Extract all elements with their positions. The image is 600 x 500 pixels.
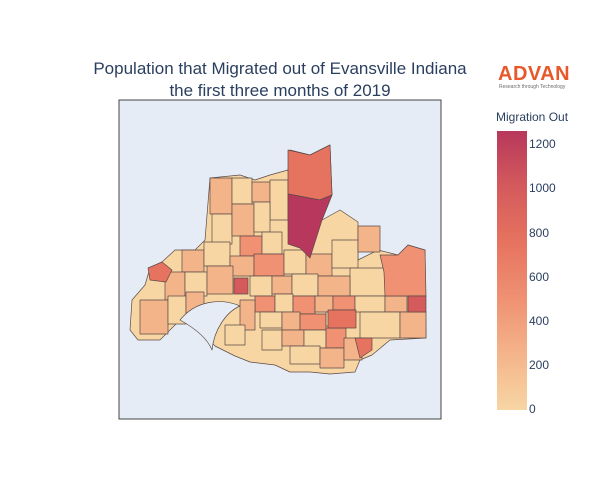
colorbar-tick: 0	[529, 402, 536, 416]
tract[interactable]	[254, 295, 276, 313]
tract[interactable]	[332, 295, 356, 311]
tract[interactable]	[231, 177, 253, 205]
colorbar-tick: 1200	[529, 137, 556, 151]
colorbar-tick: 600	[529, 270, 550, 284]
tract[interactable]	[251, 181, 271, 203]
colorbar-tick: 800	[529, 226, 550, 240]
tract[interactable]	[327, 309, 357, 329]
tract[interactable]	[357, 225, 381, 253]
colorbar-tick: 1000	[529, 181, 556, 195]
tract[interactable]	[281, 311, 301, 331]
tract[interactable]	[407, 295, 427, 313]
tract[interactable]	[229, 255, 255, 277]
tract[interactable]	[359, 311, 401, 339]
tract[interactable]	[274, 293, 294, 313]
tract[interactable]	[233, 277, 249, 295]
tract[interactable]	[291, 273, 319, 297]
logo-brand: ADVAN	[498, 63, 571, 85]
tract[interactable]	[261, 231, 283, 255]
tract[interactable]	[239, 299, 256, 331]
tract[interactable]	[206, 265, 234, 295]
chart-title: Population that Migrated out of Evansvil…	[60, 58, 500, 102]
advan-logo: ADVAN Research through Technology	[498, 64, 570, 90]
colorbar-tick: 400	[529, 314, 550, 328]
tract[interactable]	[283, 249, 307, 275]
tract[interactable]	[317, 275, 351, 297]
tract[interactable]	[292, 295, 316, 315]
tract[interactable]	[181, 249, 205, 273]
tract[interactable]	[139, 299, 169, 335]
tract[interactable]	[314, 295, 334, 313]
census-tracts[interactable]	[129, 144, 427, 375]
tract[interactable]	[261, 329, 283, 351]
tract[interactable]	[203, 241, 231, 267]
tract[interactable]	[349, 267, 387, 297]
tract[interactable]	[354, 295, 386, 313]
tract[interactable]	[384, 295, 408, 313]
tract[interactable]	[211, 213, 233, 245]
tract-southeast[interactable]	[354, 337, 373, 359]
colorbar	[497, 131, 527, 410]
tract[interactable]	[167, 295, 187, 325]
tract[interactable]	[399, 311, 427, 339]
tract[interactable]	[269, 179, 289, 221]
tract[interactable]	[259, 311, 283, 329]
tract[interactable]	[253, 253, 285, 277]
logo-tagline: Research through Technology	[499, 84, 566, 90]
colorbar-title: Migration Out	[496, 110, 569, 124]
tract[interactable]	[319, 347, 345, 369]
tract[interactable]	[249, 275, 273, 297]
tract[interactable]	[209, 177, 233, 215]
tract-east-large[interactable]	[379, 244, 427, 297]
tract[interactable]	[224, 324, 246, 346]
tract[interactable]	[239, 235, 263, 257]
river-bay[interactable]	[179, 301, 241, 351]
tract[interactable]	[184, 271, 208, 297]
tract[interactable]	[303, 329, 327, 349]
colorbar-tick: 200	[529, 358, 550, 372]
tract[interactable]	[325, 327, 347, 349]
tract[interactable]	[253, 201, 271, 233]
tract[interactable]	[299, 313, 327, 331]
tract-north-peak[interactable]	[287, 193, 333, 259]
title-line-2: the first three months of 2019	[169, 81, 391, 100]
tract[interactable]	[271, 275, 293, 295]
tract[interactable]	[281, 329, 305, 347]
tract[interactable]	[289, 345, 321, 365]
tract-west-spike[interactable]	[147, 261, 173, 283]
title-line-1: Population that Migrated out of Evansvil…	[93, 59, 467, 78]
tract[interactable]	[331, 239, 359, 269]
tract[interactable]	[231, 203, 255, 237]
